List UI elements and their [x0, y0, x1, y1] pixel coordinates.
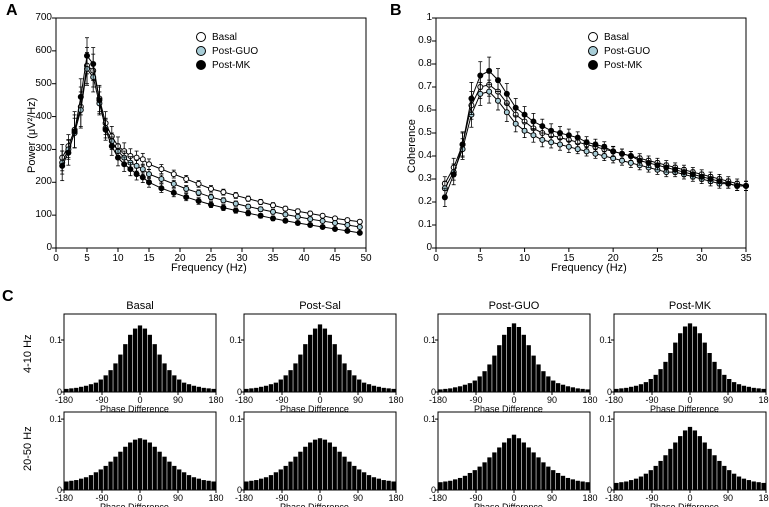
x-tick-label: 180: [384, 395, 408, 405]
y-tick-label: 500: [22, 78, 52, 89]
y-tick-label: 0.2: [402, 196, 432, 207]
x-tick-label: 90: [716, 493, 740, 503]
x-tick-label: 90: [346, 395, 370, 405]
x-tick-label: 0: [426, 253, 446, 264]
y-tick-label: 0.6: [402, 104, 432, 115]
x-tick-label: 40: [294, 253, 314, 264]
y-tick-label: 0.1: [222, 335, 242, 345]
x-tick-label: 5: [470, 253, 490, 264]
legend: BasalPost-GUOPost-MK: [196, 30, 258, 72]
panel-B-chart: [396, 12, 766, 278]
x-tick-label: 0: [46, 253, 66, 264]
y-tick-label: 600: [22, 45, 52, 56]
x-axis-label: Phase Difference: [650, 502, 719, 507]
x-tick-label: 90: [166, 493, 190, 503]
x-axis-label: Frequency (Hz): [551, 262, 627, 274]
hist-row-label: 20-50 Hz: [22, 426, 34, 471]
x-axis-label: Phase Difference: [474, 502, 543, 507]
y-tick-label: 200: [22, 176, 52, 187]
x-tick-label: 30: [692, 253, 712, 264]
x-axis-label: Phase Difference: [100, 502, 169, 507]
hist-row-label: 4-10 Hz: [22, 334, 34, 373]
x-tick-label: 180: [384, 493, 408, 503]
hist-col-title: Post-Sal: [244, 300, 396, 312]
y-tick-label: 0: [222, 387, 242, 397]
y-axis-label: Power (μV²/Hz): [26, 98, 38, 173]
x-tick-label: 45: [325, 253, 345, 264]
y-tick-label: 0: [22, 242, 52, 253]
y-tick-label: 0.1: [592, 335, 612, 345]
x-tick-label: 35: [736, 253, 756, 264]
x-tick-label: 180: [754, 493, 769, 503]
y-tick-label: 0.1: [592, 414, 612, 424]
y-tick-label: 0: [42, 387, 62, 397]
y-tick-label: 0.1: [222, 414, 242, 424]
hist-col-title: Post-GUO: [438, 300, 590, 312]
y-tick-label: 0: [402, 242, 432, 253]
x-tick-label: 5: [77, 253, 97, 264]
y-tick-label: 0.1: [42, 414, 62, 424]
legend: BasalPost-GUOPost-MK: [588, 30, 650, 72]
y-tick-label: 700: [22, 12, 52, 23]
y-tick-label: 0: [592, 485, 612, 495]
x-tick-label: 90: [540, 395, 564, 405]
y-tick-label: 0: [222, 485, 242, 495]
y-axis-label: Coherence: [406, 119, 418, 173]
y-tick-label: 0.1: [42, 335, 62, 345]
y-tick-label: 0: [592, 387, 612, 397]
hist-col-title: Basal: [64, 300, 216, 312]
x-tick-label: 50: [356, 253, 376, 264]
x-tick-label: 10: [108, 253, 128, 264]
x-axis-label: Phase Difference: [280, 502, 349, 507]
x-tick-label: 10: [515, 253, 535, 264]
y-tick-label: 0.1: [402, 219, 432, 230]
y-tick-label: 100: [22, 209, 52, 220]
x-tick-label: 90: [346, 493, 370, 503]
y-tick-label: 0.1: [416, 414, 436, 424]
x-tick-label: 90: [716, 395, 740, 405]
y-tick-label: 0.1: [416, 335, 436, 345]
x-tick-label: 15: [139, 253, 159, 264]
y-tick-label: 1: [402, 12, 432, 23]
y-tick-label: 0.8: [402, 58, 432, 69]
x-tick-label: 90: [540, 493, 564, 503]
y-tick-label: 0.9: [402, 35, 432, 46]
y-tick-label: 0: [42, 485, 62, 495]
y-tick-label: 0.3: [402, 173, 432, 184]
y-tick-label: 0.7: [402, 81, 432, 92]
y-tick-label: 0: [416, 387, 436, 397]
y-tick-label: 0: [416, 485, 436, 495]
hist-col-title: Post-MK: [614, 300, 766, 312]
x-tick-label: 25: [647, 253, 667, 264]
x-tick-label: 90: [166, 395, 190, 405]
x-axis-label: Frequency (Hz): [171, 262, 247, 274]
x-tick-label: 180: [754, 395, 769, 405]
x-tick-label: 35: [263, 253, 283, 264]
panel-letter-C: C: [2, 288, 14, 306]
